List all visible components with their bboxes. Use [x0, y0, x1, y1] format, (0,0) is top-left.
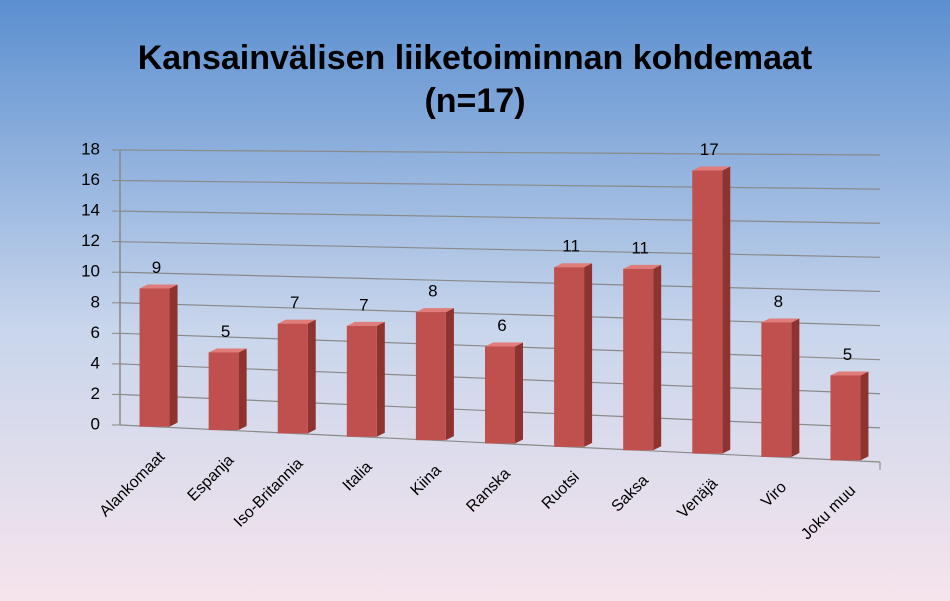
- bar-face: [515, 342, 523, 444]
- value-label: 5: [221, 322, 230, 341]
- y-tick-label: 14: [81, 201, 100, 220]
- value-label: 7: [290, 293, 299, 312]
- bar-face: [761, 322, 792, 457]
- value-label: 6: [497, 316, 506, 335]
- bar-face: [346, 321, 385, 326]
- bar-face: [692, 166, 731, 171]
- bar-face: [208, 348, 247, 353]
- bar-face: [761, 318, 800, 323]
- bar: [208, 348, 247, 431]
- bar-face: [208, 352, 239, 431]
- bar: [623, 264, 662, 451]
- bar-face: [692, 170, 723, 454]
- bar-face: [791, 318, 800, 457]
- bar: [692, 166, 731, 454]
- bar-face: [830, 371, 869, 376]
- bar-face: [139, 284, 178, 289]
- grid-line: [119, 210, 881, 224]
- y-tick-label: 10: [81, 262, 100, 281]
- bar-face: [169, 284, 178, 427]
- grid-line: [119, 149, 881, 156]
- bar-face: [584, 263, 593, 447]
- bar-face: [485, 342, 523, 347]
- value-label: 5: [843, 345, 852, 364]
- bar-face: [277, 323, 308, 434]
- bar-face: [238, 348, 247, 431]
- bar: [554, 263, 593, 447]
- bar-face: [376, 321, 385, 437]
- bar-face: [445, 308, 454, 441]
- value-label: 17: [700, 140, 719, 159]
- y-tick-label: 4: [91, 353, 100, 372]
- y-tick-label: 18: [81, 139, 100, 158]
- bar-face: [554, 267, 585, 447]
- y-tick-label: 12: [81, 231, 100, 250]
- value-label: 11: [631, 238, 649, 257]
- y-tick-label: 2: [91, 384, 100, 403]
- bar-face: [485, 346, 515, 444]
- value-label: 8: [428, 282, 437, 301]
- chart-title: Kansainvälisen liiketoiminnan kohdemaat: [138, 39, 813, 77]
- bar-face: [653, 264, 662, 451]
- bar-face: [415, 308, 454, 313]
- bar-face: [346, 325, 377, 437]
- bar: [485, 342, 523, 444]
- bar: [415, 308, 454, 441]
- y-tick-label: 0: [91, 414, 100, 433]
- value-label: 8: [774, 292, 783, 311]
- bar: [139, 284, 178, 427]
- bar-face: [554, 263, 593, 268]
- bar-face: [860, 371, 869, 461]
- grid-line: [119, 241, 881, 258]
- grid-line: [119, 179, 881, 190]
- grid-line: [119, 271, 881, 293]
- value-label: 7: [359, 295, 368, 314]
- bar-face: [623, 264, 662, 269]
- chart-subtitle: (n=17): [424, 82, 525, 120]
- value-label: 11: [562, 237, 580, 256]
- value-label: 9: [152, 258, 161, 277]
- bar: [346, 321, 385, 437]
- bar: [761, 318, 800, 457]
- bar-face: [623, 268, 654, 451]
- bar-face: [830, 375, 861, 461]
- y-tick-label: 8: [91, 292, 100, 311]
- bar: [830, 371, 869, 461]
- bar-face: [415, 312, 446, 441]
- bar-face: [722, 166, 731, 454]
- y-tick-label: 16: [81, 170, 100, 189]
- grid-line: [119, 302, 881, 327]
- bar: [277, 319, 316, 434]
- bar-face: [139, 288, 170, 427]
- y-tick-label: 6: [91, 323, 100, 342]
- bar-face: [307, 319, 316, 434]
- bar-face: [277, 319, 316, 324]
